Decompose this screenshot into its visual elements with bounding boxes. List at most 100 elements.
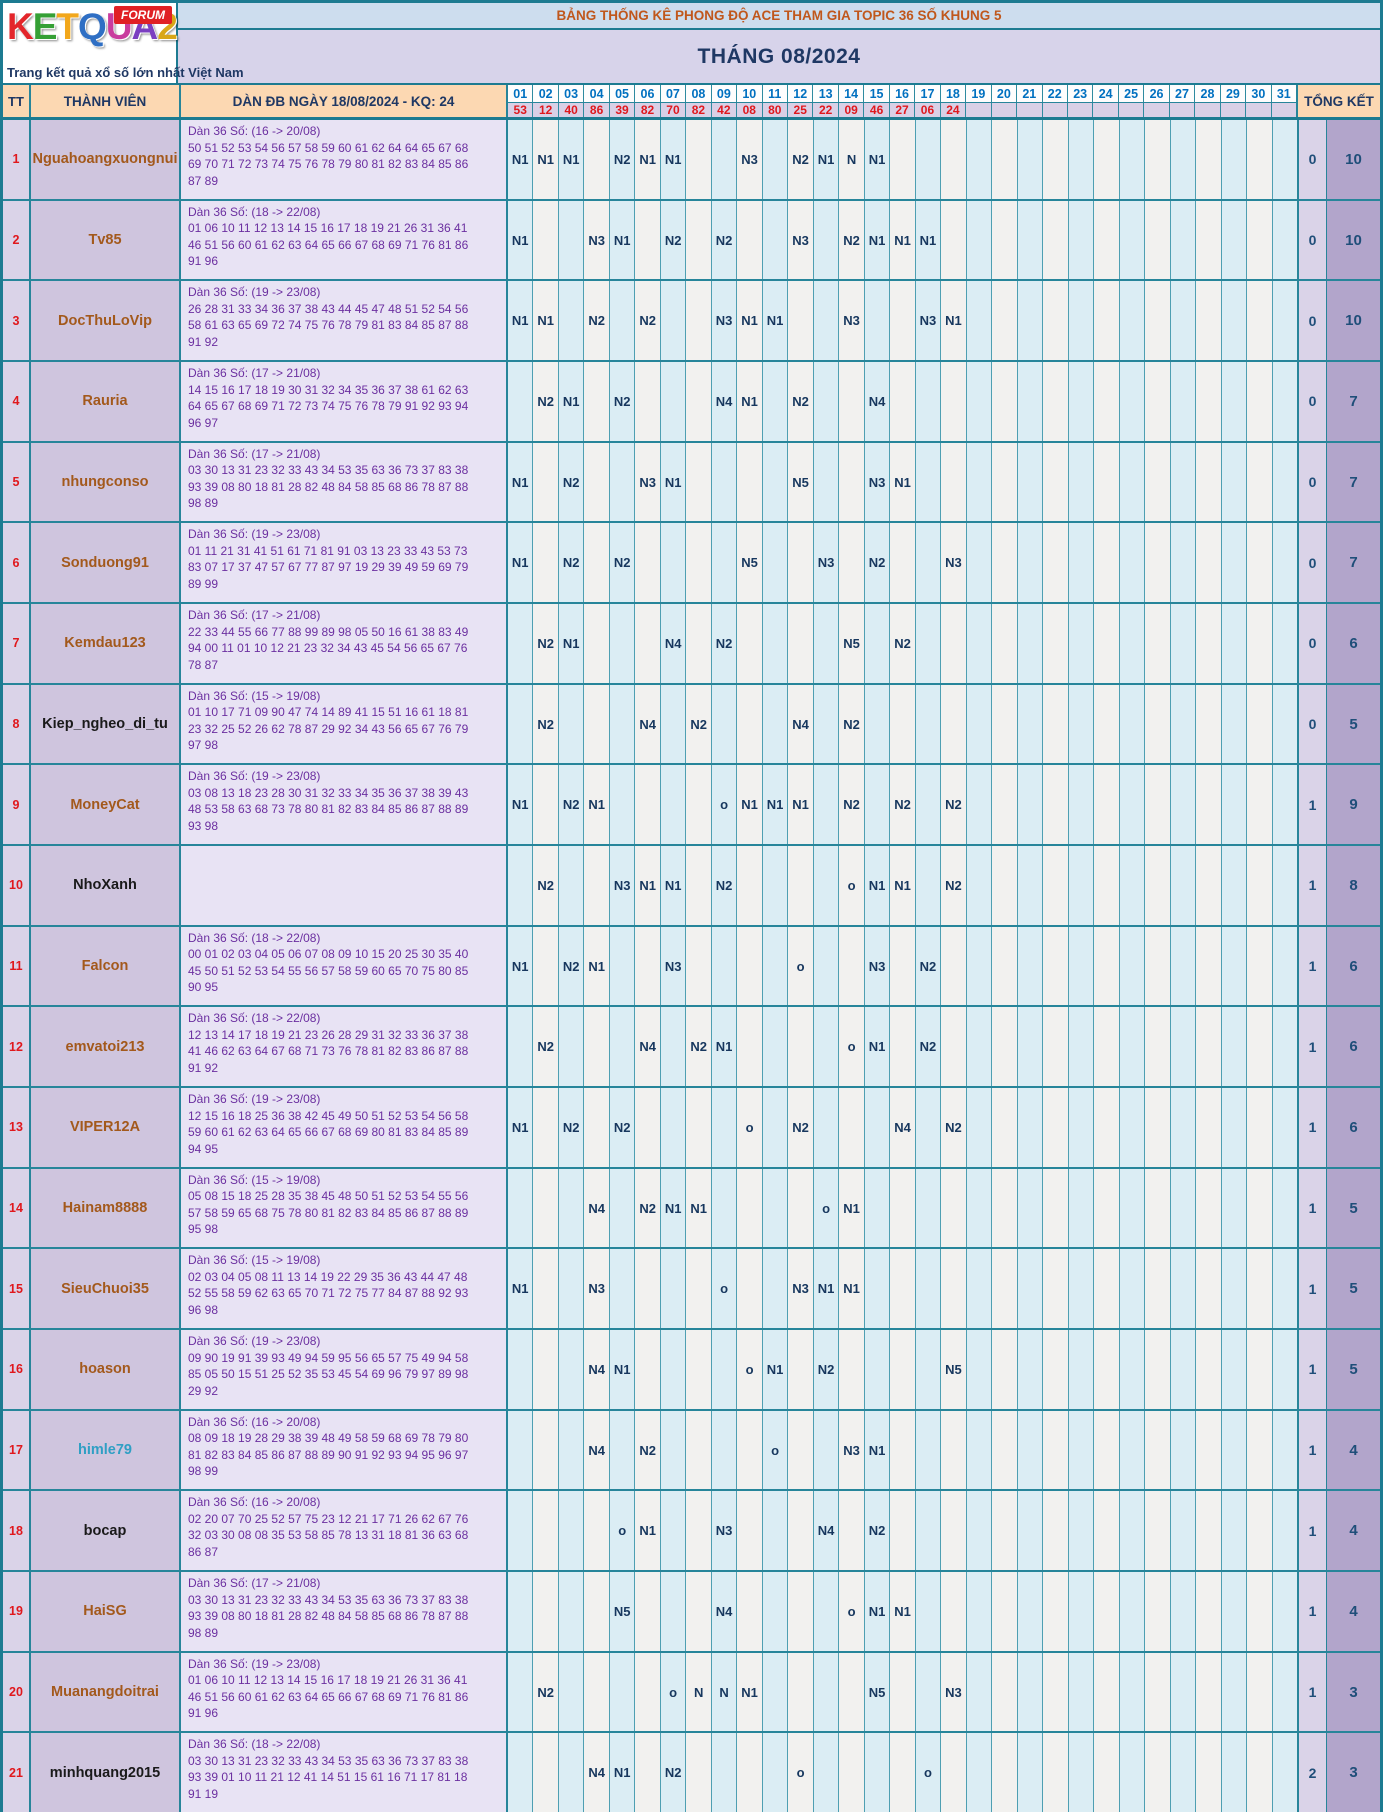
dan-line: 09 90 19 91 39 93 49 94 59 95 56 65 57 7… (188, 1350, 469, 1365)
day-mark-cell (940, 1733, 966, 1812)
day-mark-cell (1246, 362, 1272, 441)
day-mark-cell (1144, 604, 1170, 683)
member-name[interactable]: himle79 (78, 1442, 132, 1459)
day-mark-cell (1220, 684, 1247, 764)
row-number-cell: 8 (3, 684, 31, 764)
day-mark-cell (1093, 1249, 1119, 1329)
member-name[interactable]: Kiep_ngheo_di_tu (42, 716, 168, 733)
member-name[interactable]: bocap (83, 1522, 127, 1539)
member-name[interactable]: Hainam8888 (62, 1200, 148, 1217)
day-mark-cell (1220, 1652, 1247, 1732)
table-row: 2 Tv85 Dàn 36 Số: (18 -> 22/08) 01 06 10 11… (3, 198, 1380, 280)
day-mark-cell: N1 (889, 1572, 915, 1651)
day-mark-cell (508, 1733, 533, 1812)
member-name[interactable]: Rauria (82, 393, 128, 410)
day-mark-cell (1271, 846, 1298, 925)
member-name[interactable]: NhoXanh (73, 877, 137, 894)
member-name[interactable]: Tv85 (88, 232, 122, 248)
day-mark-cell (787, 846, 813, 925)
day-mark-cell (583, 1088, 609, 1167)
day-mark-cell (991, 1330, 1017, 1409)
dan-line: 94 95 (188, 1141, 219, 1156)
dan-line: 46 51 56 60 61 62 63 64 65 66 67 68 69 7… (188, 237, 469, 252)
day-marks: N4 N2 o N3 N1 (508, 1410, 1298, 1490)
day-mark-cell: N4 (634, 1007, 660, 1087)
member-name[interactable]: Falcon (81, 958, 129, 975)
day-mark-cell: N1 (685, 1168, 711, 1248)
member-name[interactable]: emvatoi213 (65, 1038, 145, 1055)
day-mark-cell (1144, 1330, 1170, 1409)
member-name[interactable]: MoneyCat (70, 796, 140, 813)
dan-title: Dàn 36 Số: (17 -> 21/08) (188, 446, 321, 461)
member-name[interactable]: Sonduong91 (61, 554, 149, 571)
day-mark-cell (863, 684, 890, 764)
day-result-cell: 82 (685, 103, 710, 117)
day-mark-cell: N1 (863, 1007, 890, 1087)
day-mark-cell (1220, 765, 1247, 845)
member-name[interactable]: SieuChuoi35 (61, 1280, 149, 1297)
dan-line: 95 98 (188, 1222, 219, 1237)
day-mark-cell (508, 1007, 533, 1087)
day-mark-cell (1169, 926, 1196, 1006)
day-mark-cell: N2 (557, 442, 584, 522)
row-number-cell: 1 (3, 120, 31, 199)
day-mark-cell (940, 604, 966, 683)
day-mark-cell (1042, 1088, 1068, 1167)
day-mark-cell (532, 442, 558, 522)
dan-line: 90 95 (188, 980, 219, 995)
table-row: 4 Rauria Dàn 36 Số: (17 -> 21/08) 14 15 16 … (3, 360, 1380, 441)
member-name[interactable]: DocThuLoVip (58, 312, 152, 329)
day-mark-cell (761, 684, 788, 764)
day-mark-cell (1093, 1410, 1119, 1490)
day-mark-cell: N3 (659, 926, 686, 1006)
day-mark-cell (1195, 1733, 1221, 1812)
dan-cell (181, 846, 508, 925)
day-mark-cell (1042, 1330, 1068, 1409)
day-mark-cell (965, 1733, 992, 1812)
member-name[interactable]: Nguahoangxuongnui (32, 151, 178, 168)
day-mark-cell (1220, 1491, 1247, 1571)
day-header-cell: 17 (914, 85, 939, 102)
dan-line: 91 96 (188, 254, 219, 269)
day-mark-cell (1144, 120, 1170, 199)
page-title: BẢNG THỐNG KÊ PHONG ĐỘ ACE THAM GIA TOPI… (178, 3, 1380, 30)
day-mark-cell (914, 523, 941, 603)
member-name[interactable]: Kemdau123 (64, 635, 146, 652)
day-header-cell: 13 (812, 85, 837, 102)
day-mark-cell (1271, 1733, 1298, 1812)
member-name[interactable]: HaiSG (83, 1603, 127, 1620)
day-mark-cell (1067, 684, 1094, 764)
miss-total-cell: 1 (1297, 846, 1327, 925)
day-mark-cell (1271, 1330, 1298, 1409)
day-mark-cell (761, 1491, 788, 1571)
day-mark-cell: N2 (532, 362, 558, 441)
day-marks: N1 N3 N1 N2 N2 N3 N2 N1 N1 N1 (508, 200, 1298, 280)
day-mark-cell (991, 684, 1017, 764)
day-mark-cell (634, 1088, 660, 1167)
day-mark-cell (991, 1572, 1017, 1651)
day-mark-cell (508, 1652, 533, 1732)
day-mark-cell (965, 684, 992, 764)
dan-cell: Dàn 36 Số: (19 -> 23/08) 01 11 21 31 41 5… (181, 523, 508, 603)
dan-line: 03 08 13 18 23 28 30 31 32 33 34 35 36 3… (188, 785, 469, 800)
member-cell: DocThuLoVip (31, 281, 181, 361)
dan-title: Dàn 36 Số: (19 -> 23/08) (188, 1092, 321, 1107)
member-name[interactable]: nhungconso (61, 474, 149, 491)
member-cell: Kiep_ngheo_di_tu (31, 684, 181, 764)
member-name[interactable]: minhquang2015 (49, 1764, 161, 1781)
member-name[interactable]: VIPER12A (69, 1119, 141, 1136)
member-name[interactable]: Muanangdoitrai (51, 1684, 159, 1701)
win-total-cell: 6 (1327, 926, 1380, 1006)
day-number-row: 01 02 03 04 05 06 07 08 09 10 11 12 13 14 15 16 17 18 19 20… (508, 85, 1296, 103)
day-mark-cell (991, 120, 1017, 199)
day-mark-cell (659, 1410, 686, 1490)
day-mark-cell: N1 (508, 523, 533, 603)
win-total-cell: 8 (1327, 846, 1380, 925)
member-name[interactable]: hoason (79, 1361, 131, 1378)
day-mark-cell (1067, 442, 1094, 522)
day-mark-cell (634, 926, 660, 1006)
day-marks: N1 N2 N3 N1 N5 N3 N1 (508, 442, 1298, 522)
day-mark-cell (608, 1249, 635, 1329)
day-mark-cell: N1 (889, 846, 915, 925)
